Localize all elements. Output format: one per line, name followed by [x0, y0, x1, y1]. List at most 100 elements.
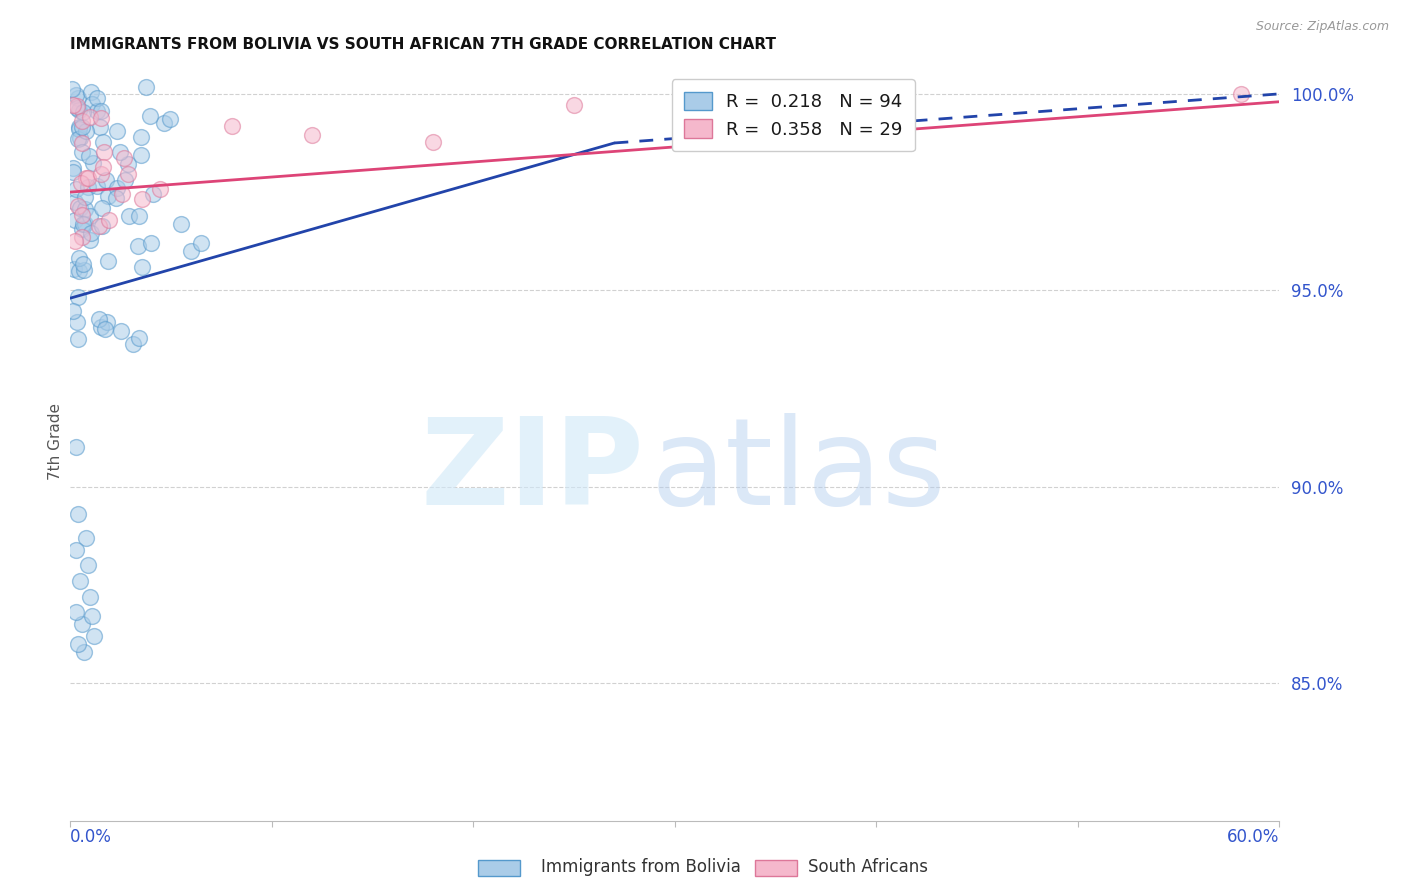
Point	[129, 130, 152, 145]
Point	[91, 219, 114, 234]
Point	[170, 218, 193, 232]
Point	[87, 312, 110, 326]
Point	[83, 629, 105, 643]
Point	[149, 182, 172, 196]
Point	[159, 112, 181, 127]
Point	[98, 213, 121, 227]
Text: Immigrants from Bolivia: Immigrants from Bolivia	[541, 858, 741, 876]
Point	[73, 202, 96, 216]
Point	[180, 244, 202, 258]
Point	[69, 201, 91, 215]
Point	[72, 617, 94, 632]
Point	[108, 145, 131, 160]
Point	[72, 217, 94, 231]
Point	[77, 171, 100, 186]
Point	[138, 110, 160, 124]
Point	[63, 262, 86, 277]
Point	[139, 235, 162, 250]
Point	[75, 170, 97, 185]
Point	[73, 217, 96, 231]
Point	[105, 181, 128, 195]
Point	[62, 161, 84, 176]
Point	[87, 219, 110, 233]
Point	[67, 251, 90, 265]
Point	[67, 121, 90, 136]
Point	[72, 257, 94, 271]
Point	[73, 263, 96, 277]
Point	[90, 319, 112, 334]
Point	[82, 156, 104, 170]
Point	[94, 322, 117, 336]
Point	[135, 79, 157, 94]
Point	[60, 82, 83, 96]
Point	[190, 235, 212, 250]
Point	[79, 233, 101, 247]
Point	[221, 120, 243, 134]
Point	[89, 112, 111, 126]
Point	[79, 110, 101, 124]
Point	[112, 151, 135, 165]
Point	[69, 131, 91, 145]
Point	[73, 645, 96, 659]
Point	[67, 332, 90, 346]
Point	[73, 190, 96, 204]
Point	[77, 180, 100, 194]
Point	[65, 542, 87, 557]
Point	[67, 120, 90, 135]
Point	[62, 165, 84, 179]
Point	[80, 226, 103, 240]
Point	[69, 264, 91, 278]
Point	[80, 85, 103, 99]
Point	[72, 145, 94, 159]
Point	[131, 260, 153, 275]
Point	[97, 253, 120, 268]
Point	[96, 315, 118, 329]
Point	[89, 120, 111, 134]
Point	[117, 210, 139, 224]
Text: 60.0%: 60.0%	[1227, 829, 1279, 847]
Point	[301, 128, 323, 143]
Text: atlas: atlas	[651, 413, 946, 531]
Point	[80, 97, 103, 112]
Point	[67, 103, 90, 117]
Point	[66, 99, 89, 113]
Text: IMMIGRANTS FROM BOLIVIA VS SOUTH AFRICAN 7TH GRADE CORRELATION CHART: IMMIGRANTS FROM BOLIVIA VS SOUTH AFRICAN…	[70, 37, 776, 52]
Point	[72, 208, 94, 222]
Point	[82, 609, 104, 624]
Point	[67, 199, 90, 213]
Point	[72, 230, 94, 244]
Point	[79, 209, 101, 223]
Point	[97, 189, 120, 203]
Point	[90, 104, 112, 119]
Legend: R =  0.218   N = 94, R =  0.358   N = 29: R = 0.218 N = 94, R = 0.358 N = 29	[672, 79, 915, 151]
Point	[69, 574, 91, 588]
Point	[117, 157, 139, 171]
Text: ZIP: ZIP	[420, 413, 644, 531]
Point	[111, 187, 134, 202]
Point	[142, 187, 165, 202]
Point	[75, 531, 97, 545]
Point	[562, 97, 585, 112]
Point	[70, 177, 93, 191]
Point	[66, 91, 89, 105]
Point	[91, 160, 114, 174]
Point	[77, 558, 100, 573]
Point	[65, 606, 87, 620]
Point	[65, 182, 87, 196]
Y-axis label: 7th Grade: 7th Grade	[48, 403, 63, 480]
Point	[79, 590, 101, 604]
Point	[67, 507, 90, 521]
Point	[72, 136, 94, 151]
Point	[63, 212, 86, 227]
Point	[422, 135, 444, 149]
Point	[131, 192, 153, 206]
Point	[131, 148, 153, 162]
Point	[105, 124, 128, 138]
Text: 0.0%: 0.0%	[70, 829, 112, 847]
Point	[67, 290, 90, 304]
Point	[72, 222, 94, 236]
Point	[62, 303, 84, 318]
Point	[72, 104, 94, 119]
Point	[86, 104, 108, 119]
Point	[65, 441, 87, 455]
